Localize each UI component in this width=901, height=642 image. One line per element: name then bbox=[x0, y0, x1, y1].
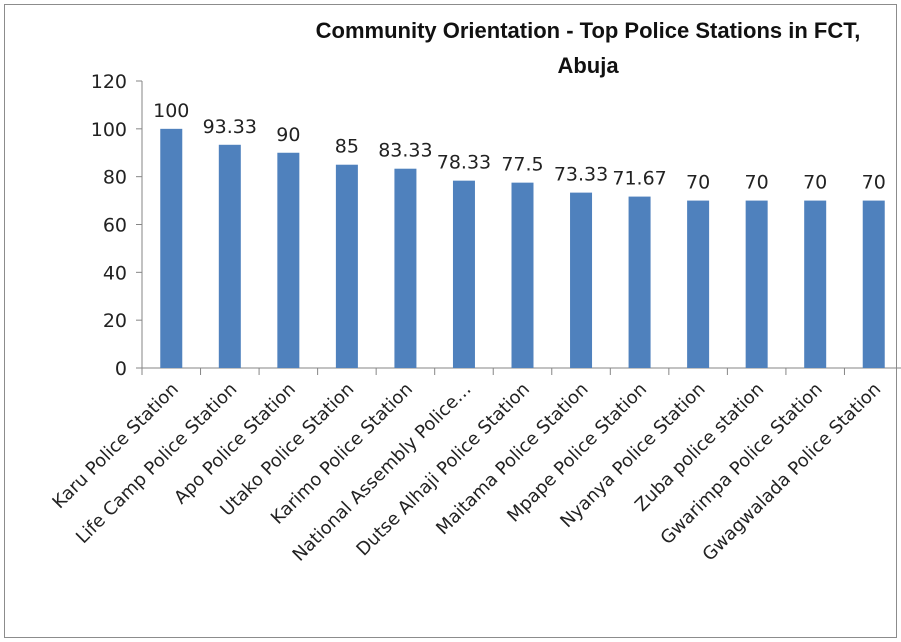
bar bbox=[452, 180, 475, 368]
bar bbox=[277, 152, 300, 368]
bar bbox=[745, 200, 768, 368]
chart-title-line-1: Community Orientation - Top Police Stati… bbox=[316, 18, 861, 43]
bar bbox=[394, 168, 417, 368]
bar bbox=[570, 192, 593, 368]
bar bbox=[628, 196, 651, 368]
data-label: 70 bbox=[862, 172, 886, 194]
data-label: 78.33 bbox=[437, 152, 491, 174]
data-label: 77.5 bbox=[501, 154, 543, 176]
bar bbox=[511, 182, 534, 368]
bar bbox=[804, 200, 827, 368]
data-label: 83.33 bbox=[378, 140, 432, 162]
bar bbox=[687, 200, 710, 368]
data-label: 70 bbox=[686, 172, 710, 194]
y-tick-label: 20 bbox=[103, 310, 127, 332]
y-axis: 0 20 40 60 80 100 120 bbox=[91, 71, 143, 380]
bar bbox=[160, 128, 183, 368]
bar bbox=[335, 164, 358, 368]
y-tick-label: 40 bbox=[103, 262, 127, 284]
data-label: 100 bbox=[153, 100, 189, 122]
y-tick-label: 0 bbox=[115, 358, 127, 380]
data-label: 93.33 bbox=[203, 116, 257, 138]
data-label: 70 bbox=[745, 172, 769, 194]
data-label: 90 bbox=[276, 124, 300, 146]
bars bbox=[160, 128, 885, 368]
data-label: 71.67 bbox=[612, 168, 666, 190]
bar bbox=[862, 200, 885, 368]
chart-title-line-2: Abuja bbox=[557, 53, 619, 78]
y-tick-label: 60 bbox=[103, 215, 127, 237]
data-label: 85 bbox=[335, 136, 359, 158]
data-label: 70 bbox=[803, 172, 827, 194]
bar bbox=[218, 144, 241, 368]
data-label: 73.33 bbox=[554, 164, 608, 186]
y-tick-label: 100 bbox=[91, 119, 127, 141]
x-axis bbox=[141, 367, 901, 375]
y-tick-label: 80 bbox=[103, 167, 127, 189]
y-tick-label: 120 bbox=[91, 71, 127, 93]
